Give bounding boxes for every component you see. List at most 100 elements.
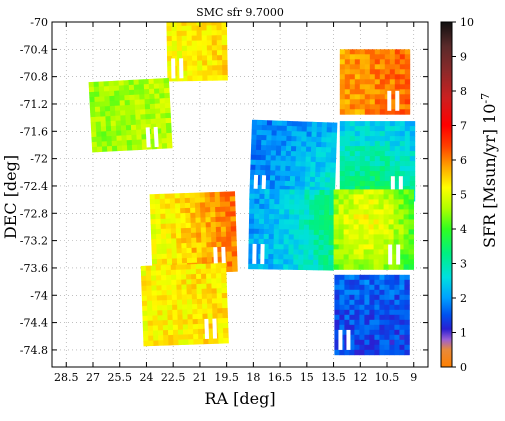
sfr-cell — [202, 70, 208, 76]
y-tick-label: -71.6 — [20, 125, 48, 138]
sfr-cell — [273, 234, 280, 240]
sfr-cell — [209, 192, 216, 198]
sfr-cell — [152, 325, 159, 331]
sfr-cell — [131, 139, 138, 146]
x-axis-ticks: 28.5 27 25.5 24 22.5 21 19.5 18 16.5 15 13.5 12 10.5… — [54, 22, 417, 384]
sfr-cell — [293, 249, 299, 255]
sfr-cell — [301, 126, 308, 133]
sfr-cell — [329, 177, 336, 184]
sfr-cell — [167, 329, 174, 336]
sfr-cell — [186, 22, 192, 27]
sfr-cell — [359, 151, 366, 157]
sfr-cell — [339, 349, 345, 356]
sfr-cell — [369, 314, 375, 321]
sfr-cell — [408, 209, 414, 215]
sfr-cell — [260, 150, 267, 156]
sfr-cell — [368, 249, 374, 255]
sfr-cell — [298, 244, 304, 251]
sfr-cell — [159, 203, 166, 210]
sfr-cell — [181, 25, 187, 32]
sfr-cell — [156, 275, 162, 281]
sfr-cell — [383, 259, 389, 265]
sfr-cell — [229, 201, 236, 207]
sfr-cell — [165, 218, 172, 225]
sfr-cell — [106, 131, 112, 137]
sfr-cell — [389, 309, 395, 316]
sfr-cell — [152, 310, 158, 317]
sfr-cell — [374, 309, 380, 316]
sfr-cell — [202, 313, 209, 320]
sfr-cell — [165, 112, 171, 119]
sfr-cell — [190, 222, 197, 229]
sfr-cell — [354, 136, 361, 142]
sfr-cell — [205, 207, 211, 213]
sfr-cell — [403, 189, 409, 195]
sfr-cell — [348, 219, 354, 225]
sfr-cell — [394, 49, 401, 55]
sfr-cell — [354, 304, 360, 311]
sfr-cell — [109, 95, 115, 102]
sfr-cell — [120, 125, 127, 131]
sfr-cell — [145, 118, 152, 125]
sfr-cell — [348, 234, 354, 240]
sfr-cell — [334, 344, 340, 351]
sfr-cell — [353, 254, 359, 260]
sfr-cell — [293, 234, 300, 240]
sfr-cell — [192, 304, 198, 310]
sfr-cell — [211, 35, 218, 41]
sfr-cell — [334, 279, 340, 286]
sfr-cell — [174, 193, 181, 199]
sfr-cell — [344, 161, 351, 167]
sfr-cell — [364, 136, 371, 142]
sfr-cell — [353, 209, 359, 215]
sfr-cell — [394, 69, 401, 75]
sfr-cell — [409, 126, 416, 132]
sfr-cell — [364, 126, 371, 132]
sfr-cell — [398, 204, 404, 210]
sfr-cell — [384, 339, 390, 346]
sfr-cell — [334, 314, 340, 321]
sfr-cell — [269, 204, 275, 210]
sfr-cell — [379, 166, 386, 172]
sfr-cell — [199, 197, 206, 203]
sfr-cell — [404, 156, 411, 162]
sfr-cell — [172, 304, 178, 311]
sfr-cell — [175, 218, 182, 224]
x-tick-label: 18 — [246, 371, 260, 384]
sfr-cell — [303, 264, 309, 271]
sfr-cell — [374, 324, 380, 331]
sfr-cell — [364, 161, 371, 167]
sfr-cell — [157, 315, 164, 321]
sfr-cell — [263, 248, 269, 255]
sfr-cell — [359, 329, 365, 336]
sfr-cell — [330, 152, 337, 159]
sfr-cell — [354, 69, 361, 75]
sfr-cell — [273, 219, 280, 225]
sfr-cell — [224, 191, 231, 198]
sfr-cell — [200, 212, 206, 218]
sfr-cell — [364, 186, 371, 192]
sfr-cell — [338, 214, 344, 220]
sfr-cell — [196, 298, 203, 305]
sfr-cell — [374, 166, 381, 172]
sfr-cell — [369, 94, 376, 100]
sfr-cell — [286, 135, 292, 142]
sfr-cell — [119, 100, 126, 106]
sfr-cell — [349, 181, 356, 187]
sfr-cell — [394, 339, 400, 346]
sfr-cell — [171, 258, 178, 264]
sfr-cell — [181, 294, 188, 300]
sfr-cell — [404, 79, 411, 85]
sfr-cell — [209, 201, 216, 208]
sfr-cell — [343, 214, 349, 220]
sfr-cell — [125, 114, 132, 121]
sfr-cell — [384, 109, 391, 115]
sfr-cell — [182, 309, 188, 315]
sfr-cell — [291, 126, 298, 132]
sfr-cell — [197, 70, 203, 76]
sfr-cell — [320, 147, 327, 153]
sfr-cell — [404, 324, 410, 331]
sfr-cell — [187, 65, 193, 72]
